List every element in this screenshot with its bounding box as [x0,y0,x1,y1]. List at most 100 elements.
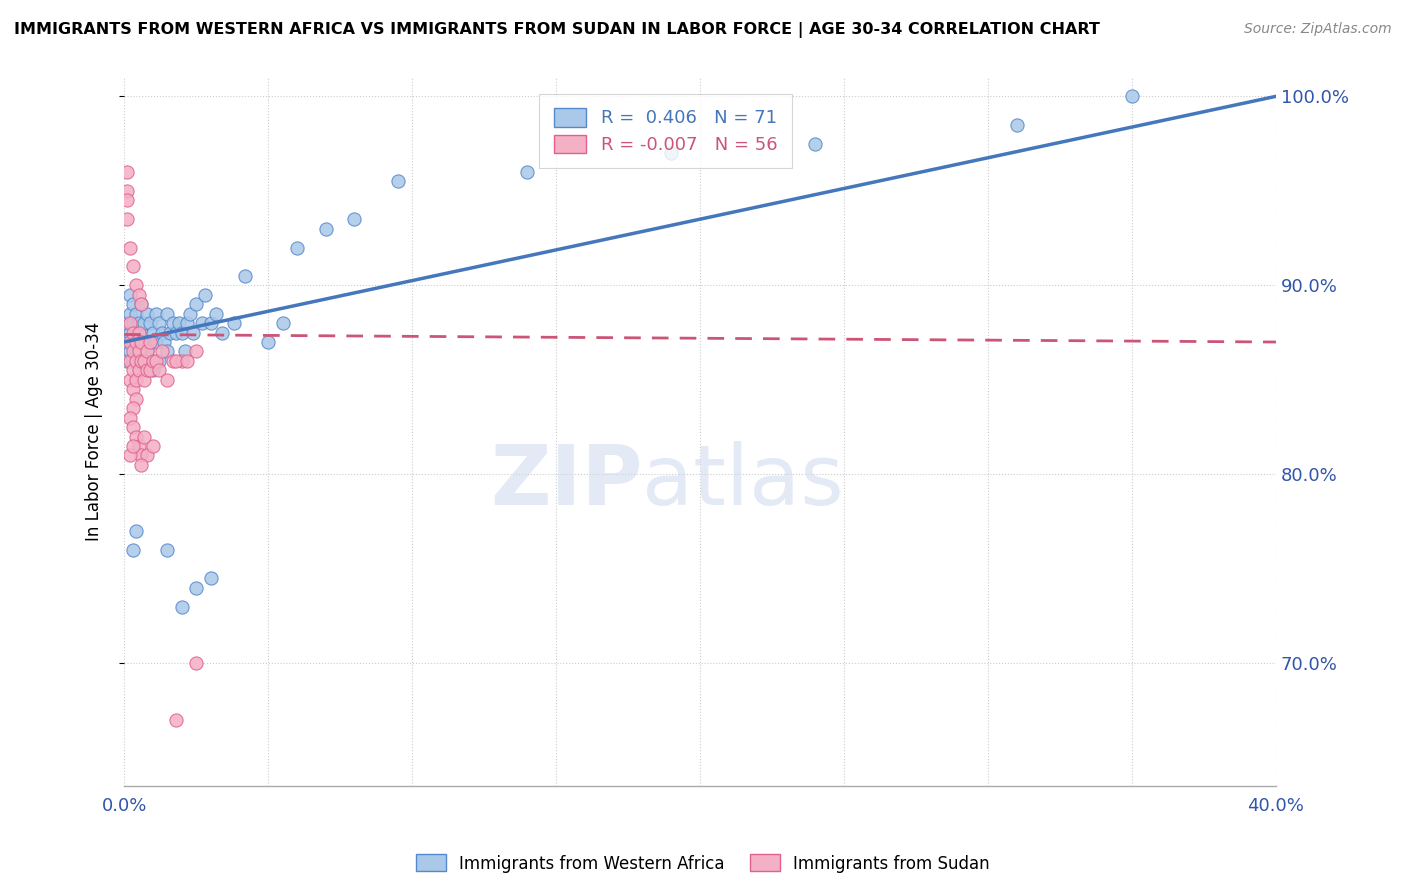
Point [148,316,170,330]
Point [118,344,141,359]
Point [184,344,207,359]
Point [121,363,143,377]
Point [285,240,308,254]
Point [136,363,159,377]
Point [516,165,538,179]
Y-axis label: In Labor Force | Age 30-34: In Labor Force | Age 30-34 [86,322,103,541]
Point [184,297,207,311]
Point [343,212,366,227]
Point [148,363,170,377]
Point [165,713,187,727]
Point [121,344,143,359]
Point [118,373,141,387]
Point [134,373,156,387]
Point [170,599,193,614]
Point [128,316,150,330]
Point [222,316,245,330]
Point [121,420,143,434]
Point [145,354,167,368]
Point [131,344,153,359]
Text: IMMIGRANTS FROM WESTERN AFRICA VS IMMIGRANTS FROM SUDAN IN LABOR FORCE | AGE 30-: IMMIGRANTS FROM WESTERN AFRICA VS IMMIGR… [14,22,1099,38]
Point [142,326,165,340]
Text: Source: ZipAtlas.com: Source: ZipAtlas.com [1244,22,1392,37]
Point [115,194,138,208]
Point [184,581,207,595]
Point [179,307,201,321]
Point [128,363,150,377]
Point [118,410,141,425]
Point [150,326,173,340]
Point [142,354,165,368]
Point [115,212,138,227]
Point [139,334,162,349]
Point [121,354,143,368]
Point [170,326,193,340]
Point [131,326,153,340]
Legend: Immigrants from Western Africa, Immigrants from Sudan: Immigrants from Western Africa, Immigran… [409,847,997,880]
Point [387,174,409,188]
Point [1121,89,1143,103]
Point [271,316,294,330]
Point [145,307,167,321]
Point [162,354,184,368]
Point [134,334,156,349]
Legend: R =  0.406   N = 71, R = -0.007   N = 56: R = 0.406 N = 71, R = -0.007 N = 56 [540,94,792,169]
Text: atlas: atlas [643,441,844,522]
Point [181,326,204,340]
Point [115,316,138,330]
Point [804,136,827,151]
Point [124,278,146,293]
Point [128,344,150,359]
Point [191,316,214,330]
Point [121,439,143,453]
Point [173,344,195,359]
Point [233,268,256,283]
Point [315,221,337,235]
Point [128,326,150,340]
Point [118,287,141,301]
Point [115,165,138,179]
Point [121,316,143,330]
Point [257,334,280,349]
Point [115,354,138,368]
Point [121,260,143,274]
Point [205,307,228,321]
Text: ZIP: ZIP [489,441,643,522]
Point [136,344,159,359]
Point [118,334,141,349]
Point [659,146,682,161]
Point [153,334,176,349]
Point [131,354,153,368]
Point [134,354,156,368]
Point [134,354,156,368]
Point [118,240,141,254]
Point [145,334,167,349]
Point [128,439,150,453]
Point [118,326,141,340]
Point [124,524,146,538]
Point [121,382,143,396]
Point [1005,118,1028,132]
Point [156,542,179,557]
Point [167,316,190,330]
Point [165,326,187,340]
Point [131,297,153,311]
Point [136,307,159,321]
Point [131,297,153,311]
Point [134,316,156,330]
Point [200,316,222,330]
Point [118,307,141,321]
Point [124,334,146,349]
Point [124,373,146,387]
Point [118,354,141,368]
Point [128,334,150,349]
Point [142,363,165,377]
Point [159,326,181,340]
Point [156,373,179,387]
Point [184,657,207,671]
Point [124,307,146,321]
Point [139,334,162,349]
Point [134,429,156,443]
Point [142,439,165,453]
Point [124,344,146,359]
